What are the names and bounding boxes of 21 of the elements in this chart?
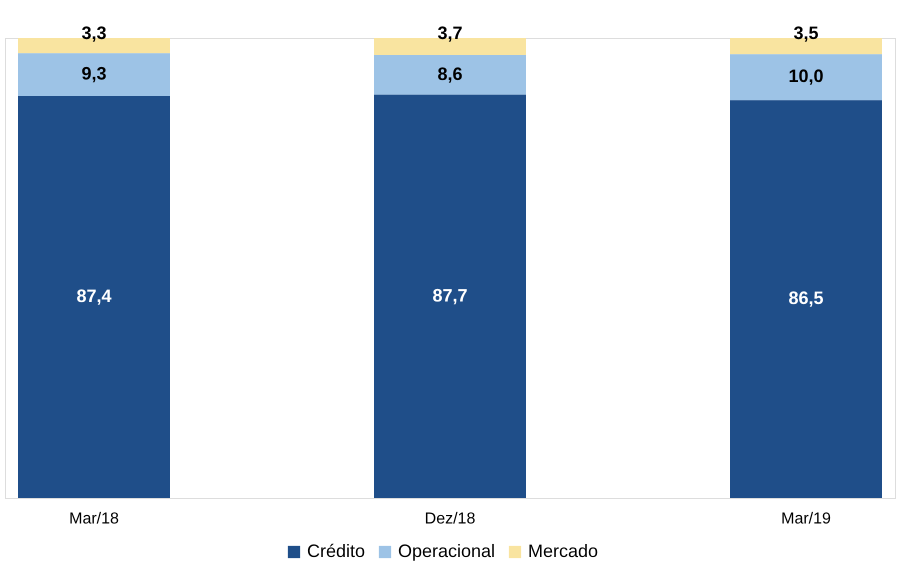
bar [730,54,882,100]
legend-label: Mercado [528,541,598,561]
bar [374,55,526,95]
data-label: 9,3 [81,64,107,84]
data-label: 8,6 [437,64,463,84]
data-label: 3,5 [793,23,819,43]
data-label: 3,3 [81,23,107,43]
bar [730,100,882,498]
x-tick-label: Mar/18 [69,510,119,528]
legend-label: Crédito [307,541,366,561]
bar [18,53,170,96]
data-label: 87,7 [432,285,468,306]
legend-label: Operacional [398,541,496,561]
bar [18,96,170,498]
data-label: 86,5 [788,288,824,308]
x-tick-label: Dez/18 [424,510,476,528]
data-label: 3,7 [437,23,463,43]
data-label: 87,4 [76,286,112,306]
bar [374,94,526,498]
x-tick-label: Mar/19 [781,510,831,528]
data-label: 10,0 [788,66,824,86]
